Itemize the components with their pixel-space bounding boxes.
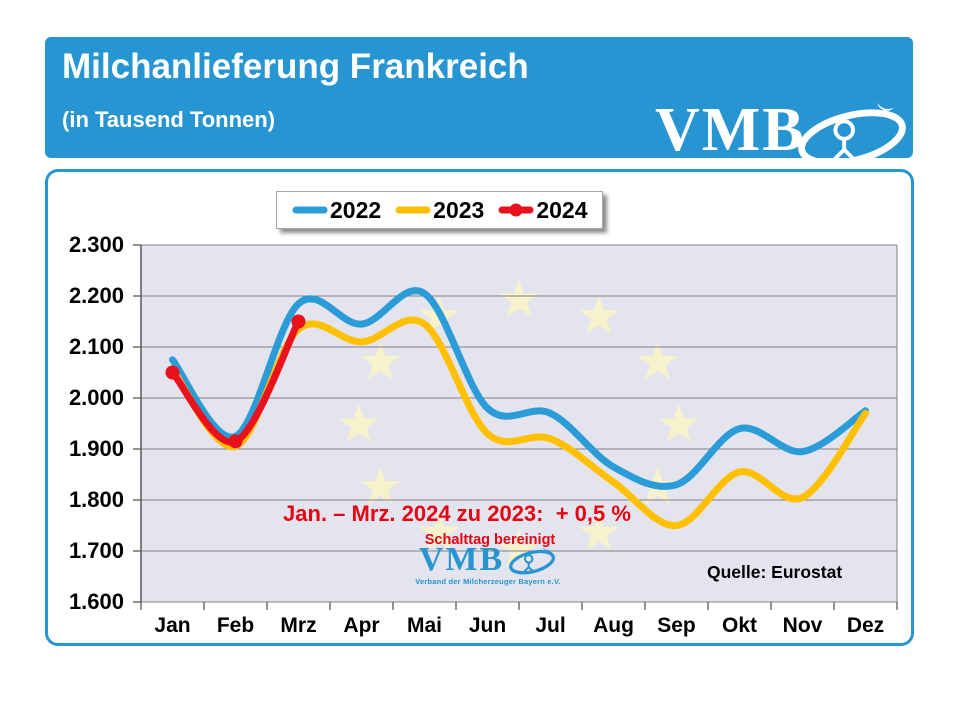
legend-item-2024: 2024	[498, 196, 588, 223]
y-axis-label: 1.800	[68, 487, 124, 512]
page-subtitle: (in Tausend Tonnen)	[62, 107, 276, 132]
page-title: Milchanlieferung Frankreich	[62, 47, 529, 86]
y-axis-label: 2.300	[68, 232, 124, 257]
comparison-annotation: Jan. – Mrz. 2024 zu 2023: + 0,5 %	[283, 501, 631, 526]
vmb-watermark-row: VMB	[403, 541, 573, 579]
x-axis-label-jun: Jun	[468, 614, 507, 637]
x-axis-label-mai: Mai	[406, 614, 442, 637]
x-axis-label-mrz: Mrz	[280, 614, 317, 637]
x-axis-label-apr: Apr	[343, 614, 380, 637]
legend-swatch-2023-icon	[395, 206, 431, 214]
eu-star-icon	[637, 341, 678, 380]
legend-label-2024: 2024	[536, 196, 588, 223]
legend-swatch-2022-icon	[292, 206, 328, 214]
note-annotation: Schalttag bereinigt	[424, 532, 556, 548]
source-label: Quelle: Eurostat	[707, 562, 843, 582]
vmb-watermark-tagline: Verband der Milcherzeuger Bayern e.V.	[415, 577, 561, 586]
x-axis-label-dez: Dez	[846, 614, 885, 637]
header-banner: Milchanlieferung Frankreich (in Tausend …	[45, 37, 913, 167]
legend-label-2022: 2022	[330, 196, 382, 223]
eu-star-icon	[360, 341, 401, 380]
series-point-2024	[228, 434, 243, 449]
series-point-2024	[165, 365, 180, 380]
eu-star-icon	[360, 466, 401, 505]
eu-star-icon	[659, 404, 699, 442]
x-axis-label-jul: Jul	[535, 614, 566, 637]
line-chart-plot	[133, 244, 898, 610]
y-axis-label: 2.000	[68, 385, 124, 410]
chart-container: 2.300 2.200 2.100 2.000 1.900 1.800 1.700 1.600…	[48, 172, 911, 643]
x-axis-label-feb: Feb	[216, 614, 255, 637]
x-axis-label-aug: Aug	[593, 614, 634, 637]
x-axis-label-nov: Nov	[782, 614, 823, 637]
legend-label-2023: 2023	[433, 196, 485, 223]
vmb-watermark: VMB Verband der Milcherzeuger Bayern e.V…	[403, 541, 573, 586]
vmb-watermark-emblem-icon	[509, 547, 556, 575]
y-axis-label: 2.100	[68, 334, 124, 359]
legend-item-2023: 2023	[395, 196, 485, 223]
y-axis-label: 2.200	[68, 283, 124, 308]
eu-star-icon	[499, 529, 539, 567]
series-point-2024	[291, 314, 306, 329]
eu-star-icon	[499, 279, 539, 317]
legend-item-2022: 2022	[292, 196, 382, 223]
y-axis-label: 1.900	[68, 436, 124, 461]
chart-legend: 2022 2023 2024	[276, 191, 603, 229]
vmb-emblem-icon	[798, 102, 906, 167]
x-axis-label-jan: Jan	[154, 614, 191, 637]
vmb-watermark-text: VMB	[418, 541, 505, 579]
x-axis-label-okt: Okt	[721, 614, 757, 637]
y-axis-label: 1.700	[68, 538, 124, 563]
eu-star-icon	[579, 295, 619, 334]
vmb-logo-text: VMB	[655, 96, 806, 164]
series-line-2022	[169, 287, 869, 490]
y-axis-label: 1.600	[68, 589, 124, 614]
legend-swatch-2024-icon	[498, 203, 534, 217]
x-axis-label-sep: Sep	[657, 614, 696, 637]
eu-star-icon	[579, 512, 619, 551]
eu-star-icon	[419, 512, 459, 551]
eu-star-icon	[339, 404, 379, 442]
